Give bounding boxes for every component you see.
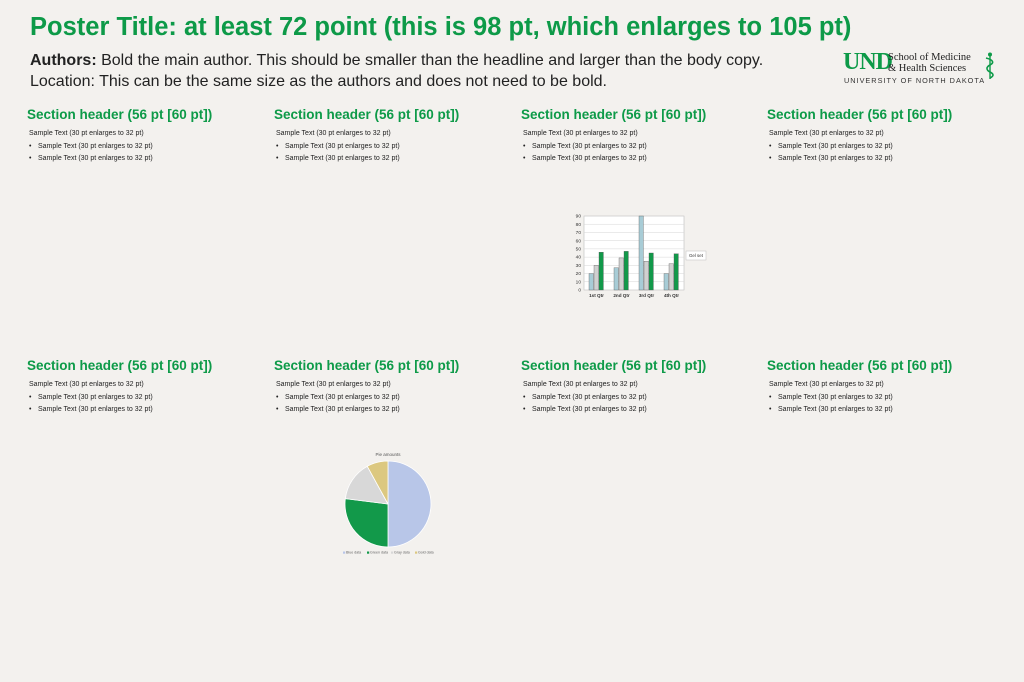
bar	[668, 263, 674, 291]
section-header: Section header (56 pt [60 pt])	[27, 358, 213, 373]
section-bullet: Sample Text (30 pt enlarges to 32 pt)	[276, 404, 504, 417]
section-header: Section header (56 pt [60 pt])	[274, 107, 460, 122]
bar	[623, 251, 629, 291]
y-tick-label: 80	[576, 222, 582, 228]
section-bullet: Sample Text (30 pt enlarges to 32 pt)	[29, 153, 257, 166]
section-6: Section header (56 pt [60 pt]) Sample Te…	[274, 358, 504, 417]
section-bullet: Sample Text (30 pt enlarges to 32 pt)	[29, 404, 257, 417]
x-tick-label: 3rd Qtr	[639, 293, 655, 298]
bar	[663, 273, 669, 291]
x-tick-label: 4th Qtr	[664, 293, 679, 298]
bar	[588, 273, 594, 291]
section-bullet: Sample Text (30 pt enlarges to 32 pt)	[276, 141, 504, 154]
section-text: Sample Text (30 pt enlarges to 32 pt)	[276, 381, 391, 388]
legend-label: Gel set	[689, 253, 704, 258]
section-bullet: Sample Text (30 pt enlarges to 32 pt)	[29, 141, 257, 154]
legend-swatch	[343, 551, 346, 554]
section-header: Section header (56 pt [60 pt])	[521, 358, 707, 373]
section-header: Section header (56 pt [60 pt])	[274, 358, 460, 373]
y-tick-label: 20	[576, 271, 582, 277]
logo-line3: UNIVERSITY OF NORTH DAKOTA	[844, 76, 986, 85]
section-header: Section header (56 pt [60 pt])	[521, 107, 707, 122]
bar	[643, 261, 649, 291]
y-tick-label: 0	[578, 288, 581, 294]
location-line: Location: This can be the same size as t…	[30, 73, 607, 90]
section-3: Section header (56 pt [60 pt]) Sample Te…	[521, 107, 751, 166]
section-header: Section header (56 pt [60 pt])	[27, 107, 213, 122]
pie-title: Pie amounts	[375, 452, 401, 457]
section-7: Section header (56 pt [60 pt]) Sample Te…	[521, 358, 751, 417]
authors-line: Authors: Bold the main author. This shou…	[30, 52, 763, 70]
section-bullet: Sample Text (30 pt enlarges to 32 pt)	[769, 392, 997, 405]
poster-title: Poster Title: at least 72 point (this is…	[30, 13, 852, 41]
bar	[673, 253, 679, 291]
y-tick-label: 30	[576, 263, 582, 269]
bar	[638, 215, 644, 291]
section-text: Sample Text (30 pt enlarges to 32 pt)	[523, 130, 638, 137]
section-text: Sample Text (30 pt enlarges to 32 pt)	[523, 381, 638, 388]
legend-label: Blue data	[346, 551, 361, 555]
section-bullet: Sample Text (30 pt enlarges to 32 pt)	[276, 153, 504, 166]
y-tick-label: 90	[576, 214, 582, 220]
bar	[598, 252, 604, 291]
logo-line1: School of Medicine	[888, 52, 971, 63]
bar	[613, 267, 619, 291]
section-bullet: Sample Text (30 pt enlarges to 32 pt)	[769, 153, 997, 166]
section-bullet: Sample Text (30 pt enlarges to 32 pt)	[523, 404, 751, 417]
authors-label: Authors:	[30, 52, 97, 69]
pie-slice	[366, 460, 389, 505]
legend-swatch	[415, 551, 418, 554]
section-bullet: Sample Text (30 pt enlarges to 32 pt)	[523, 141, 751, 154]
section-header: Section header (56 pt [60 pt])	[767, 107, 953, 122]
caduceus-icon	[985, 52, 994, 79]
section-1: Section header (56 pt [60 pt]) Sample Te…	[27, 107, 257, 166]
legend-box	[685, 250, 707, 261]
y-tick-label: 10	[576, 279, 582, 285]
legend-label: Green data	[370, 551, 388, 555]
legend-swatch	[367, 551, 370, 554]
section-bullet: Sample Text (30 pt enlarges to 32 pt)	[523, 153, 751, 166]
y-tick-label: 40	[576, 255, 582, 261]
legend-label: Gold data	[418, 551, 434, 555]
x-tick-label: 2nd Qtr	[613, 293, 630, 298]
legend-swatch	[391, 551, 394, 554]
und-logo: UND School of Medicine & Health Sciences…	[843, 50, 1003, 86]
authors-text: Bold the main author. This should be sma…	[96, 52, 764, 69]
section-text: Sample Text (30 pt enlarges to 32 pt)	[769, 381, 884, 388]
logo-line2: & Health Sciences	[888, 63, 967, 74]
section-bullet: Sample Text (30 pt enlarges to 32 pt)	[769, 404, 997, 417]
section-bullet: Sample Text (30 pt enlarges to 32 pt)	[29, 392, 257, 405]
section-header: Section header (56 pt [60 pt])	[767, 358, 953, 373]
section-text: Sample Text (30 pt enlarges to 32 pt)	[29, 381, 144, 388]
section-bullet: Sample Text (30 pt enlarges to 32 pt)	[769, 141, 997, 154]
logo-und-text: UND	[843, 49, 893, 75]
section-bullet: Sample Text (30 pt enlarges to 32 pt)	[276, 392, 504, 405]
section-5: Section header (56 pt [60 pt]) Sample Te…	[27, 358, 257, 417]
section-bullet: Sample Text (30 pt enlarges to 32 pt)	[523, 392, 751, 405]
bar	[593, 265, 599, 291]
bar	[618, 257, 624, 291]
pie-chart: Pie amounts Blue data Green data Gray data G…	[343, 452, 434, 555]
section-text: Sample Text (30 pt enlarges to 32 pt)	[29, 130, 144, 137]
bar-chart: 0 10 20 30 40 50 60 70 80 90 1st Qtr 2nd Qtr 3rd Qtr…	[576, 214, 707, 298]
pie-slice	[387, 460, 432, 548]
section-text: Sample Text (30 pt enlarges to 32 pt)	[276, 130, 391, 137]
bar	[648, 252, 654, 291]
y-tick-label: 50	[576, 246, 582, 252]
y-tick-label: 60	[576, 238, 582, 244]
legend-label: Gray data	[394, 551, 410, 555]
section-4: Section header (56 pt [60 pt]) Sample Te…	[767, 107, 997, 166]
x-tick-label: 1st Qtr	[589, 293, 604, 298]
y-tick-label: 70	[576, 230, 582, 236]
section-2: Section header (56 pt [60 pt]) Sample Te…	[274, 107, 504, 166]
pie-slice	[344, 498, 389, 548]
section-8: Section header (56 pt [60 pt]) Sample Te…	[767, 358, 997, 417]
section-text: Sample Text (30 pt enlarges to 32 pt)	[769, 130, 884, 137]
